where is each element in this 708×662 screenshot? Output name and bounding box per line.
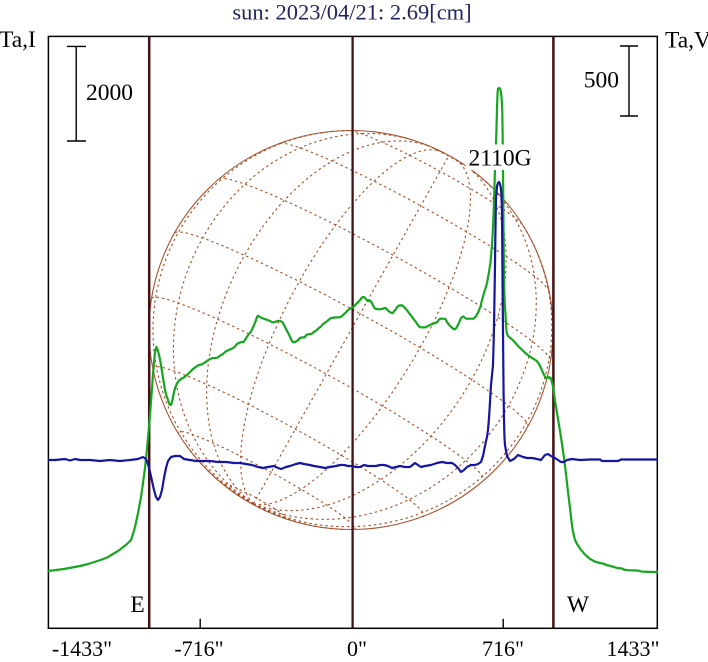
svg-text:sun: 2023/04/21: 2.69[cm]: sun: 2023/04/21: 2.69[cm] (232, 0, 471, 25)
svg-text:500: 500 (584, 68, 619, 94)
svg-text:716": 716" (482, 636, 524, 661)
svg-text:1433": 1433" (607, 636, 660, 661)
svg-text:Ta,I: Ta,I (0, 27, 36, 53)
svg-text:W: W (567, 592, 590, 618)
svg-text:-716": -716" (174, 636, 223, 661)
svg-text:2110G: 2110G (469, 146, 532, 172)
svg-text:-1433": -1433" (52, 636, 112, 661)
svg-text:E: E (130, 592, 144, 618)
svg-text:0": 0" (347, 636, 367, 661)
svg-text:Ta,V: Ta,V (665, 28, 708, 54)
svg-text:2000: 2000 (86, 80, 133, 106)
